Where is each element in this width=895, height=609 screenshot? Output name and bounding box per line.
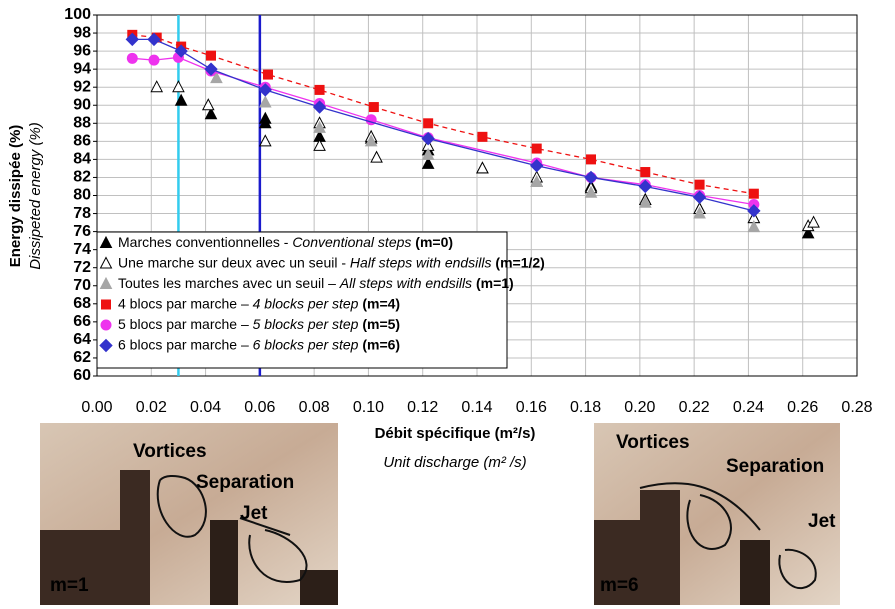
- legend-text: All steps with endsills: [339, 275, 472, 291]
- point: [424, 119, 433, 128]
- y-tick-label: 96: [73, 42, 91, 59]
- legend-text: (m=4): [362, 295, 400, 311]
- y-tick-label: 86: [73, 133, 91, 150]
- x-tick-label: 0.14: [461, 399, 492, 416]
- photo-label: Vortices: [133, 441, 207, 462]
- y-tick-label: 70: [73, 277, 91, 294]
- photo-label: Vortices: [616, 432, 690, 453]
- legend-text: 4 blocs par marche –: [118, 295, 253, 311]
- legend-label: 6 blocs par marche – 6 blocks per step (…: [118, 336, 400, 352]
- x-tick-label: 0.20: [624, 399, 655, 416]
- legend-label: 5 blocs par marche – 5 blocks per step (…: [118, 316, 400, 332]
- y-tick-label: 66: [73, 313, 91, 330]
- y-tick-label: 88: [73, 115, 91, 132]
- x-tick-label: 0.26: [787, 399, 818, 416]
- point: [315, 85, 324, 94]
- legend-text: Marches conventionnelles -: [118, 234, 292, 250]
- legend-text: Conventional steps: [292, 234, 411, 250]
- legend-label: Toutes les marches avec un seuil – All s…: [118, 275, 514, 291]
- x-tick-label: 0.08: [299, 399, 330, 416]
- x-tick-label: 0.12: [407, 399, 438, 416]
- legend-label: Une marche sur deux avec un seuil - Half…: [118, 254, 545, 270]
- x-tick-label: 0.06: [244, 399, 275, 416]
- photo-label: Separation: [726, 456, 824, 477]
- point: [127, 53, 137, 63]
- figure: 606264666870727476788082848688 9092949698…: [0, 0, 895, 609]
- y-tick-label: 60: [73, 367, 91, 384]
- x-tick-label: 0.04: [190, 399, 221, 416]
- y-tick-label: 64: [73, 331, 91, 348]
- photo-caption: m=1: [50, 575, 89, 596]
- photo-label: Jet: [808, 511, 836, 532]
- x-axis-title: Débit spécifique (m²/s): [375, 425, 536, 442]
- y-tick-label: 72: [73, 259, 91, 276]
- legend-text: Une marche sur deux avec un seuil -: [118, 254, 350, 270]
- point: [641, 168, 650, 177]
- point: [101, 320, 111, 330]
- x-tick-label: 0.16: [516, 399, 547, 416]
- y-tick-label: 62: [73, 349, 91, 366]
- legend-label: Marches conventionnelles - Conventional …: [118, 234, 453, 250]
- point: [749, 189, 758, 198]
- y-tick-label: 90: [73, 96, 91, 113]
- x-tick-label: 0.00: [81, 399, 112, 416]
- x-axis-subtitle: Unit discharge (m² /s): [383, 454, 526, 471]
- y-tick-label: 100: [64, 6, 91, 23]
- legend-text: (m=1/2): [495, 254, 544, 270]
- x-tick-label: 0.02: [136, 399, 167, 416]
- point: [264, 70, 273, 79]
- x-tick-label: 0.24: [733, 399, 764, 416]
- x-tick-label: 0.18: [570, 399, 601, 416]
- legend-label: 4 blocs par marche – 4 blocks per step (…: [118, 295, 400, 311]
- point: [149, 55, 159, 65]
- y-tick-label: 76: [73, 223, 91, 240]
- legend-text: (m=0): [415, 234, 453, 250]
- x-tick-label: 0.22: [679, 399, 710, 416]
- legend-text: 5 blocs par marche –: [118, 316, 253, 332]
- y-tick-label: 82: [73, 169, 91, 186]
- y-axis-title: Energy dissipée (%): [7, 125, 24, 268]
- legend-text: Half steps with endsills: [350, 254, 492, 270]
- legend-text: 5 blocks per step: [253, 316, 359, 332]
- legend-text: 4 blocks per step: [253, 295, 359, 311]
- y-axis-subtitle: Dissipeted energy (%): [27, 122, 44, 270]
- point: [532, 144, 541, 153]
- point: [478, 132, 487, 141]
- y-tick-label: 78: [73, 205, 91, 222]
- legend-text: (m=6): [362, 336, 400, 352]
- legend-text: (m=5): [362, 316, 400, 332]
- y-tick-label: 80: [73, 187, 91, 204]
- x-tick-label: 0.10: [353, 399, 384, 416]
- photo-caption: m=6: [600, 575, 639, 596]
- point: [695, 180, 704, 189]
- photo-label: Separation: [196, 472, 294, 493]
- y-tick-label: 92: [73, 78, 91, 95]
- y-tick-label: 74: [73, 241, 91, 258]
- legend-text: Toutes les marches avec un seuil –: [118, 275, 340, 291]
- y-tick-label: 84: [73, 151, 91, 168]
- legend-text: 6 blocks per step: [253, 336, 359, 352]
- point: [369, 103, 378, 112]
- y-tick-label: 68: [73, 295, 91, 312]
- y-tick-label: 94: [73, 60, 91, 77]
- x-tick-label: 0.28: [841, 399, 872, 416]
- point: [207, 51, 216, 60]
- point: [587, 155, 596, 164]
- photo-label: Jet: [240, 503, 268, 524]
- y-tick-label: 98: [73, 24, 91, 41]
- point: [102, 300, 111, 309]
- legend-text: (m=1): [476, 275, 514, 291]
- legend-text: 6 blocs par marche –: [118, 336, 253, 352]
